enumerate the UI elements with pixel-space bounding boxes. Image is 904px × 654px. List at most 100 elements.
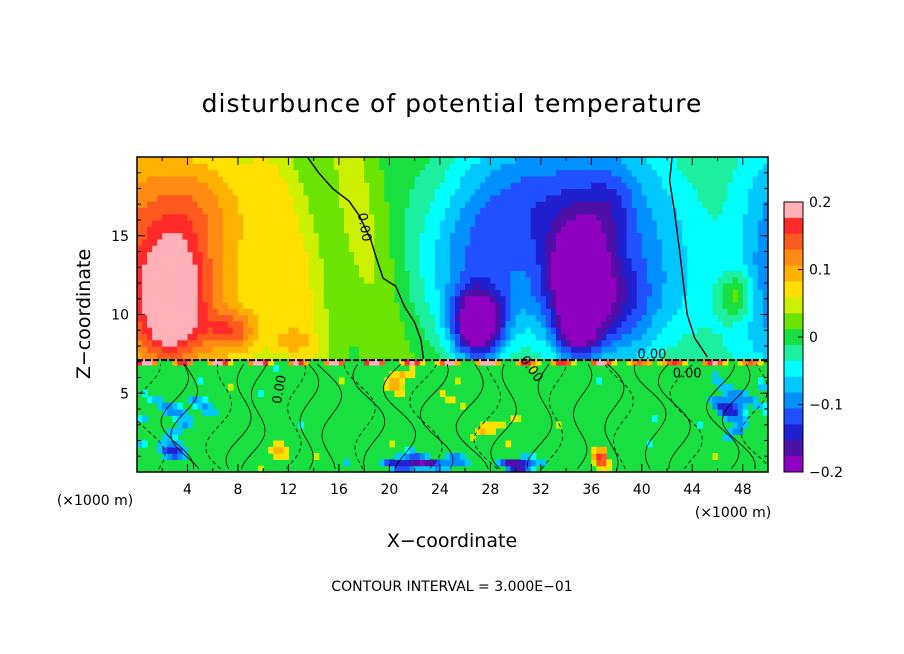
heatmap-cell (455, 358, 461, 366)
heatmap-cell (606, 245, 613, 253)
heatmap-cell (737, 276, 744, 284)
heatmap-cell (444, 352, 451, 360)
heatmap-cell (243, 220, 249, 227)
heatmap-cell (727, 333, 734, 341)
heatmap-cell (535, 257, 542, 265)
heatmap-cell (444, 245, 451, 253)
heatmap-cell (475, 264, 481, 271)
heatmap-cell (687, 251, 693, 259)
heatmap-cell (248, 169, 254, 177)
heatmap-cell (253, 245, 259, 253)
heatmap-cell (530, 264, 537, 271)
heatmap-cell (323, 226, 330, 234)
heatmap-cell (197, 169, 204, 177)
colorbar-segment (784, 440, 803, 457)
heatmap-cell (762, 270, 768, 278)
heatmap-cell (727, 257, 734, 265)
heatmap-cell (677, 276, 683, 284)
heatmap-cell (581, 346, 587, 353)
heatmap-cell (692, 283, 698, 290)
heatmap-cell (525, 276, 532, 284)
heatmap-cell (530, 301, 537, 309)
heatmap-cell (591, 232, 597, 240)
heatmap-cell (752, 327, 759, 334)
heatmap-cell (167, 289, 173, 297)
heatmap-cell (717, 175, 724, 183)
heatmap-cell (237, 301, 244, 309)
heatmap-cell (167, 320, 173, 328)
heatmap-cell (747, 182, 754, 190)
heatmap-cell (732, 308, 739, 316)
heatmap-cell (147, 308, 153, 316)
heatmap-cell (248, 163, 254, 171)
heatmap-cell (374, 314, 380, 322)
heatmap-cell (212, 163, 219, 171)
heatmap-cell (641, 251, 648, 259)
heatmap-cell (404, 465, 411, 472)
heatmap-cell (394, 232, 401, 240)
heatmap-cell (707, 301, 714, 309)
heatmap-cell (359, 182, 365, 190)
heatmap-cell (318, 314, 325, 322)
heatmap-cell (414, 182, 421, 190)
heatmap-cell (692, 188, 698, 196)
colorbar-tick-label: −0.2 (809, 465, 843, 481)
heatmap-cell (167, 169, 173, 177)
heatmap-cell (732, 339, 739, 347)
heatmap-cell (399, 201, 406, 208)
heatmap-cell (172, 352, 178, 360)
heatmap-cell (379, 459, 385, 467)
heatmap-cell (757, 238, 764, 246)
heatmap-cell (434, 283, 441, 290)
heatmap-cell (333, 333, 340, 341)
heatmap-cell (646, 157, 653, 164)
heatmap-cell (561, 226, 567, 234)
heatmap-cell (288, 257, 295, 265)
heatmap-cell (399, 251, 406, 259)
heatmap-cell (510, 415, 517, 423)
heatmap-cell (621, 182, 628, 190)
heatmap-cell (288, 238, 295, 246)
heatmap-cell (646, 207, 653, 215)
heatmap-cell (419, 238, 426, 246)
heatmap-cell (500, 333, 507, 341)
heatmap-cell (752, 333, 759, 341)
heatmap-cell (152, 251, 158, 259)
heatmap-cell (394, 188, 401, 196)
heatmap-cell (490, 175, 497, 183)
heatmap-cell (732, 402, 739, 410)
heatmap-cell (455, 245, 461, 253)
heatmap-cell (651, 238, 658, 246)
heatmap-cell (500, 169, 507, 177)
heatmap-cell (379, 301, 385, 309)
heatmap-cell (762, 308, 768, 316)
heatmap-cell (394, 308, 401, 316)
colorbar-segment (784, 392, 803, 409)
heatmap-cell (515, 320, 522, 328)
heatmap-cell (273, 264, 279, 271)
heatmap-cell (535, 320, 542, 328)
heatmap-cell (318, 327, 325, 334)
heatmap-cell (757, 352, 764, 360)
heatmap-cell (747, 245, 754, 253)
heatmap-cell (591, 245, 597, 253)
heatmap-cell (354, 188, 360, 196)
heatmap-cell (475, 358, 481, 366)
heatmap-cell (631, 207, 638, 215)
heatmap-cell (298, 194, 305, 202)
heatmap-cell (656, 245, 663, 253)
heatmap-cell (222, 163, 229, 171)
heatmap-cell (646, 226, 653, 234)
heatmap-cell (611, 295, 618, 303)
heatmap-cell (677, 314, 683, 322)
heatmap-cell (742, 396, 749, 404)
heatmap-cell (631, 283, 638, 290)
heatmap-cell (455, 377, 461, 385)
heatmap-cell (399, 264, 406, 271)
heatmap-cell (555, 182, 562, 190)
heatmap-cell (283, 346, 290, 353)
heatmap-cell (576, 157, 582, 164)
heatmap-cell (495, 339, 502, 347)
heatmap-cell (752, 352, 759, 360)
